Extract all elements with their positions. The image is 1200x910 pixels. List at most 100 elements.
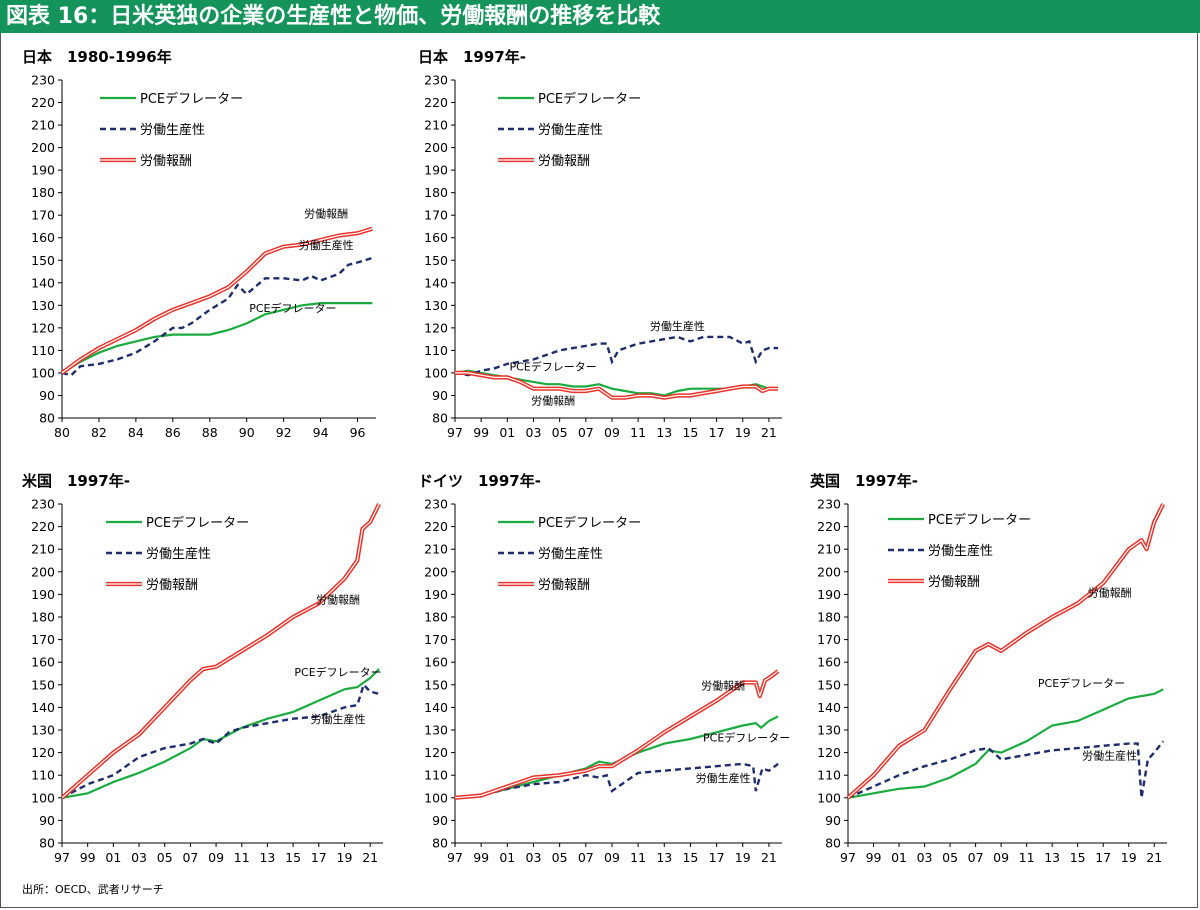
annotation-productivity: 労働生産性 bbox=[311, 712, 366, 726]
figure-title: 図表 16：日米英独の企業の生産性と物価、労働報酬の推移を比較 bbox=[6, 4, 661, 29]
legend-label-pce: PCEデフレーター bbox=[140, 91, 243, 107]
y-tick-label: 100 bbox=[424, 790, 448, 805]
x-tick-label: 01 bbox=[499, 425, 515, 440]
x-tick-label: 03 bbox=[131, 850, 147, 865]
y-tick-label: 110 bbox=[31, 343, 55, 358]
annotation-pce: PCEデフレーター bbox=[703, 730, 790, 744]
y-tick-label: 180 bbox=[817, 610, 841, 625]
x-tick-label: 90 bbox=[239, 425, 255, 440]
x-tick-label: 19 bbox=[735, 425, 751, 440]
y-tick-label: 100 bbox=[424, 365, 448, 380]
annotation-productivity: 労働生産性 bbox=[650, 319, 705, 333]
x-tick-label: 01 bbox=[891, 850, 907, 865]
x-tick-label: 07 bbox=[578, 850, 594, 865]
y-tick-label: 190 bbox=[817, 587, 841, 602]
panel-title-japan-1980: 日本 1980-1996年 bbox=[22, 48, 172, 66]
y-tick-label: 230 bbox=[31, 73, 55, 88]
y-tick-label: 140 bbox=[424, 275, 448, 290]
series-line-productivity bbox=[454, 335, 779, 377]
x-tick-label: 13 bbox=[259, 850, 275, 865]
y-tick-label: 190 bbox=[31, 587, 55, 602]
x-tick-label: 07 bbox=[182, 850, 198, 865]
x-tick-label: 13 bbox=[656, 850, 672, 865]
x-tick-label: 19 bbox=[1121, 850, 1137, 865]
y-tick-label: 200 bbox=[424, 564, 448, 579]
y-tick-label: 220 bbox=[424, 519, 448, 534]
y-tick-label: 160 bbox=[424, 230, 448, 245]
legend-label-productivity: 労働生産性 bbox=[928, 543, 993, 559]
x-tick-label: 01 bbox=[105, 850, 121, 865]
y-tick-label: 130 bbox=[817, 723, 841, 738]
y-tick-label: 190 bbox=[31, 163, 55, 178]
legend-label-productivity: 労働生産性 bbox=[140, 122, 205, 138]
y-tick-label: 200 bbox=[31, 564, 55, 579]
y-tick-label: 90 bbox=[432, 388, 448, 403]
y-tick-label: 200 bbox=[424, 140, 448, 155]
x-tick-label: 05 bbox=[157, 850, 173, 865]
x-tick-label: 05 bbox=[552, 850, 568, 865]
x-tick-label: 03 bbox=[526, 850, 542, 865]
x-tick-label: 11 bbox=[630, 850, 646, 865]
series-line-compensation-inner bbox=[455, 372, 779, 399]
y-tick-label: 180 bbox=[31, 185, 55, 200]
y-tick-label: 80 bbox=[39, 836, 55, 851]
x-tick-label: 21 bbox=[362, 850, 378, 865]
y-tick-label: 110 bbox=[31, 768, 55, 783]
y-tick-label: 130 bbox=[424, 298, 448, 313]
y-tick-label: 170 bbox=[424, 208, 448, 223]
x-tick-label: 97 bbox=[447, 425, 463, 440]
y-tick-label: 160 bbox=[31, 655, 55, 670]
y-tick-label: 180 bbox=[31, 610, 55, 625]
legend-label-pce: PCEデフレーター bbox=[928, 512, 1031, 528]
x-tick-label: 21 bbox=[761, 850, 777, 865]
x-tick-label: 05 bbox=[552, 425, 568, 440]
y-tick-label: 110 bbox=[424, 343, 448, 358]
series-line-compensation-inner bbox=[61, 503, 380, 799]
legend-label-compensation: 労働報酬 bbox=[538, 578, 590, 593]
series-line-productivity bbox=[61, 682, 380, 799]
y-tick-label: 90 bbox=[39, 813, 55, 828]
annotation-compensation: 労働報酬 bbox=[701, 678, 745, 692]
x-tick-label: 05 bbox=[942, 850, 958, 865]
x-tick-label: 11 bbox=[630, 425, 646, 440]
y-tick-label: 220 bbox=[817, 519, 841, 534]
x-tick-label: 99 bbox=[80, 850, 96, 865]
x-tick-label: 01 bbox=[499, 850, 515, 865]
legend-label-productivity: 労働生産性 bbox=[538, 546, 603, 562]
x-tick-label: 15 bbox=[1070, 850, 1086, 865]
legend-label-compensation: 労働報酬 bbox=[538, 154, 590, 169]
y-tick-label: 200 bbox=[31, 140, 55, 155]
y-tick-label: 210 bbox=[31, 542, 55, 557]
x-tick-label: 99 bbox=[473, 425, 489, 440]
x-tick-label: 09 bbox=[993, 850, 1009, 865]
y-tick-label: 160 bbox=[817, 655, 841, 670]
x-tick-label: 96 bbox=[350, 425, 366, 440]
annotation-pce: PCEデフレーター bbox=[294, 665, 381, 679]
x-tick-label: 15 bbox=[682, 425, 698, 440]
y-tick-label: 80 bbox=[432, 411, 448, 426]
y-tick-label: 140 bbox=[31, 700, 55, 715]
legend-label-pce: PCEデフレーター bbox=[538, 515, 641, 531]
x-tick-label: 94 bbox=[313, 425, 329, 440]
y-tick-label: 110 bbox=[424, 768, 448, 783]
x-tick-label: 17 bbox=[311, 850, 327, 865]
x-tick-label: 13 bbox=[656, 425, 672, 440]
series-line-compensation-inner bbox=[61, 228, 373, 374]
y-tick-label: 80 bbox=[825, 836, 841, 851]
y-tick-label: 90 bbox=[39, 388, 55, 403]
y-tick-label: 150 bbox=[424, 253, 448, 268]
legend-label-productivity: 労働生産性 bbox=[538, 122, 603, 138]
panel-title-uk: 英国 1997年- bbox=[810, 472, 918, 490]
x-tick-label: 17 bbox=[709, 425, 725, 440]
y-tick-label: 120 bbox=[817, 745, 841, 760]
x-tick-label: 84 bbox=[128, 425, 144, 440]
y-tick-label: 80 bbox=[432, 836, 448, 851]
y-tick-label: 190 bbox=[424, 587, 448, 602]
x-tick-label: 11 bbox=[1019, 850, 1035, 865]
x-tick-label: 97 bbox=[54, 850, 70, 865]
annotation-compensation: 労働報酬 bbox=[316, 592, 360, 606]
y-tick-label: 90 bbox=[825, 813, 841, 828]
